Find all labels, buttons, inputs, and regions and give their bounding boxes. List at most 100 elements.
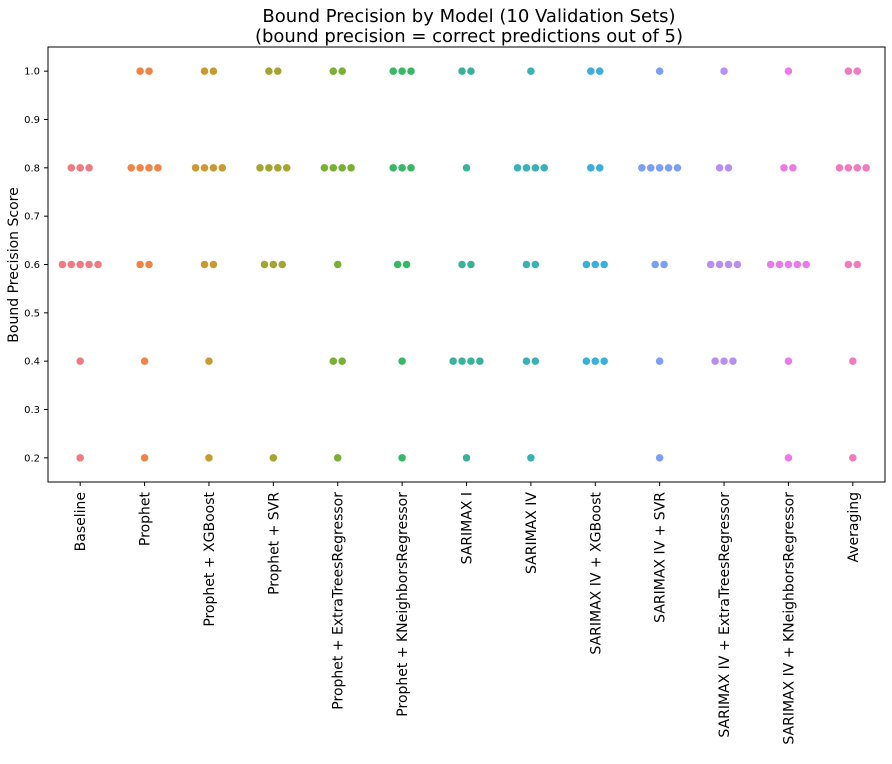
data-point xyxy=(388,66,398,76)
data-point xyxy=(719,356,729,366)
chart-title-line2: (bound precision = correct predictions o… xyxy=(255,26,683,47)
data-point xyxy=(655,453,664,463)
y-tick-label: 0.5 xyxy=(24,308,40,319)
data-point xyxy=(264,163,274,173)
data-point xyxy=(779,163,789,173)
data-point xyxy=(715,163,724,173)
data-point xyxy=(346,163,356,173)
data-point xyxy=(200,260,209,269)
data-point xyxy=(531,356,540,366)
data-point xyxy=(861,163,871,173)
data-point xyxy=(531,260,540,269)
data-point xyxy=(209,66,218,76)
data-point xyxy=(153,163,163,173)
y-axis-label: Bound Precision Score xyxy=(6,187,22,342)
data-point xyxy=(582,260,591,269)
data-point xyxy=(135,260,145,269)
data-point xyxy=(784,356,793,366)
data-point xyxy=(144,66,154,76)
x-tick-label: Prophet + XGBoost xyxy=(202,492,218,627)
data-point xyxy=(397,453,407,463)
data-point xyxy=(706,260,715,269)
y-tick-label: 0.8 xyxy=(24,163,40,174)
data-point xyxy=(67,163,76,173)
data-point xyxy=(75,453,85,463)
data-point xyxy=(466,356,476,366)
data-point xyxy=(255,163,265,173)
data-point xyxy=(853,66,862,76)
data-point xyxy=(337,66,347,76)
data-point xyxy=(775,260,784,269)
data-point xyxy=(531,163,540,173)
data-point xyxy=(526,453,536,463)
data-point xyxy=(406,163,416,173)
x-tick-label: Prophet + KNeighborsRegressor xyxy=(395,492,411,717)
data-point xyxy=(329,356,338,366)
data-point xyxy=(388,163,398,173)
y-tick-label: 0.2 xyxy=(24,453,40,464)
data-point xyxy=(397,356,407,366)
data-point xyxy=(457,260,467,269)
data-point xyxy=(522,260,531,269)
data-point xyxy=(835,163,844,173)
data-point xyxy=(801,260,811,269)
data-point xyxy=(466,260,476,269)
y-tick-label: 0.7 xyxy=(24,212,40,223)
y-tick-label: 0.3 xyxy=(24,405,40,416)
chart-title-line1: Bound Precision by Model (10 Validation … xyxy=(262,6,675,27)
data-point xyxy=(264,66,274,76)
y-tick-label: 0.9 xyxy=(24,115,40,126)
data-point xyxy=(393,260,402,269)
data-point xyxy=(710,356,720,366)
data-point xyxy=(75,356,85,366)
data-point xyxy=(337,356,347,366)
data-point xyxy=(650,260,660,269)
data-point xyxy=(591,260,600,269)
data-point xyxy=(448,356,458,366)
data-point xyxy=(724,260,733,269)
data-point xyxy=(719,66,729,76)
data-point xyxy=(191,163,200,173)
data-point xyxy=(793,260,802,269)
x-tick-label: SARIMAX IV + XGBoost xyxy=(588,491,604,654)
data-point xyxy=(844,260,853,269)
x-tick-label: SARIMAX IV xyxy=(524,492,540,574)
data-point xyxy=(135,66,145,76)
data-point xyxy=(733,260,742,269)
data-point xyxy=(637,163,647,173)
data-point xyxy=(337,163,347,173)
data-point xyxy=(844,66,853,76)
data-point xyxy=(724,163,733,173)
data-point xyxy=(282,163,291,173)
plot-frame xyxy=(47,46,886,483)
data-point xyxy=(84,260,94,269)
data-point xyxy=(582,356,591,366)
data-point xyxy=(260,260,269,269)
data-point xyxy=(329,163,338,173)
x-tick-label: Prophet xyxy=(138,491,154,546)
data-point xyxy=(58,260,67,269)
data-point xyxy=(475,356,485,366)
data-point xyxy=(522,356,531,366)
y-tick-label: 0.6 xyxy=(24,260,40,271)
data-point xyxy=(200,66,209,76)
data-point xyxy=(333,260,342,269)
x-tick-label: Prophet + SVR xyxy=(266,492,282,595)
data-point xyxy=(766,260,775,269)
data-point xyxy=(144,260,154,269)
data-point xyxy=(848,453,858,463)
x-tick-label: SARIMAX IV + KNeighborsRegressor xyxy=(781,492,797,745)
data-point xyxy=(75,163,85,173)
data-point xyxy=(673,163,682,173)
x-tick-label: SARIMAX IV + SVR xyxy=(653,492,669,623)
data-point xyxy=(659,260,669,269)
data-point xyxy=(853,163,862,173)
data-point xyxy=(655,66,664,76)
data-point xyxy=(539,163,549,173)
data-point xyxy=(269,453,278,463)
data-point xyxy=(848,356,858,366)
data-point xyxy=(277,260,287,269)
data-point xyxy=(788,163,798,173)
data-point xyxy=(397,163,407,173)
data-point xyxy=(204,453,214,463)
